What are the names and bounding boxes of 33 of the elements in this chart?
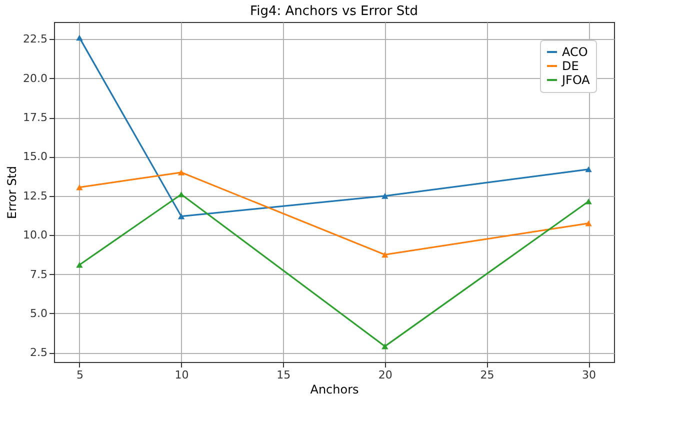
point <box>585 220 592 226</box>
y-tick-label: 12.5 <box>23 189 48 202</box>
chart-title: Fig4: Anchors vs Error Std <box>250 4 418 19</box>
y-tick-label: 15.0 <box>23 150 48 164</box>
point <box>178 213 185 220</box>
y-tick-label: 10.0 <box>23 228 48 242</box>
x-tick-label: 30 <box>582 368 596 382</box>
point <box>585 166 592 172</box>
point <box>76 262 83 268</box>
x-tick-label: 15 <box>276 368 291 382</box>
x-tick-label: 25 <box>480 368 494 382</box>
point <box>76 34 83 41</box>
y-tick-label: 17.5 <box>23 111 48 124</box>
point <box>382 193 388 199</box>
x-tick-label: 20 <box>378 368 392 382</box>
legend-label: ACO <box>562 45 588 59</box>
y-tick-label: 2.5 <box>30 346 48 360</box>
point <box>585 198 592 204</box>
y-tick-label: 22.5 <box>23 32 48 46</box>
point <box>382 343 388 350</box>
y-tick-label: 7.5 <box>30 268 48 281</box>
point <box>178 170 185 176</box>
x-tick-label: 10 <box>174 368 189 382</box>
x-axis-title: Anchors <box>310 382 359 396</box>
y-axis-title: Error Std <box>5 166 20 220</box>
legend-label: DE <box>562 59 579 73</box>
point <box>76 184 83 190</box>
y-tick-label: 20.0 <box>23 72 48 85</box>
point <box>178 191 185 198</box>
x-tick-label: 5 <box>76 368 84 382</box>
legend-label: JFOA <box>561 73 591 87</box>
y-tick-label: 5.0 <box>30 306 48 320</box>
point <box>382 252 388 258</box>
